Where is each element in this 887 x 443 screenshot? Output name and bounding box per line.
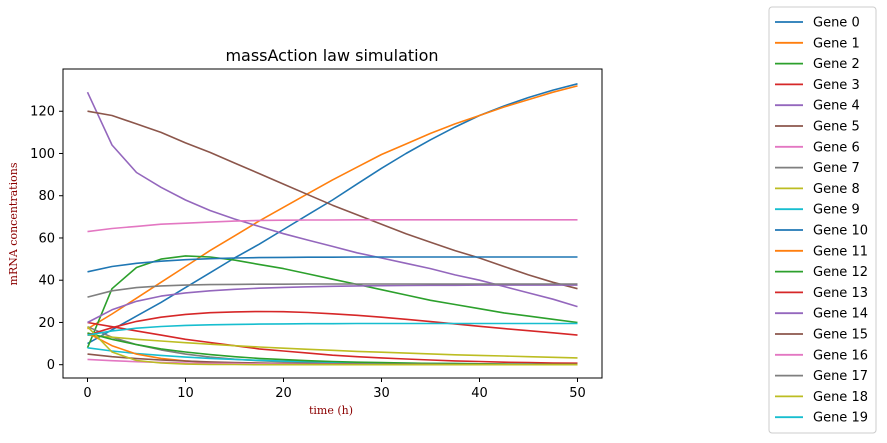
series-line-2: [86, 255, 578, 349]
series-line-1: [87, 85, 578, 330]
x-tick-label: 10: [177, 386, 194, 401]
x-axis: 0 10 20 30 40 50: [83, 378, 586, 401]
legend-label-1: Gene 1: [813, 36, 860, 51]
series-line-8: [87, 334, 578, 359]
series-line-0: [87, 83, 578, 345]
y-axis-label: mRNA concentrations: [7, 162, 20, 285]
legend-label-9: Gene 9: [813, 203, 860, 218]
legend-label-14: Gene 14: [813, 307, 868, 322]
y-tick-label: 60: [38, 231, 55, 246]
x-tick-label: 30: [373, 386, 390, 401]
x-tick-label: 40: [471, 386, 488, 401]
legend-label-15: Gene 15: [813, 328, 868, 343]
series-line-14: [87, 284, 578, 324]
legend-label-8: Gene 8: [813, 182, 860, 197]
legend-label-13: Gene 13: [813, 286, 868, 301]
series-line-17: [87, 283, 578, 298]
legend-label-3: Gene 3: [813, 78, 860, 93]
legend-label-11: Gene 11: [813, 244, 868, 259]
legend-label-16: Gene 16: [813, 348, 868, 363]
legend-label-19: Gene 19: [813, 411, 868, 426]
series-line-6: [87, 219, 578, 233]
legend-label-6: Gene 6: [813, 140, 860, 155]
plot-lines: [86, 83, 578, 366]
y-tick-label: 20: [38, 316, 55, 331]
legend-label-12: Gene 12: [813, 265, 868, 280]
legend-label-10: Gene 10: [813, 224, 868, 239]
x-tick-label: 0: [83, 386, 91, 401]
series-line-10: [87, 256, 578, 273]
series-line-19: [87, 322, 578, 336]
x-tick-label: 20: [275, 386, 292, 401]
y-tick-label: 40: [38, 274, 55, 289]
legend-label-4: Gene 4: [813, 99, 860, 114]
series-line-5: [87, 110, 578, 290]
series-line-13: [87, 310, 578, 336]
legend: Gene 0 Gene 1 Gene 2 Gene 3 Gene 4 Gene 5 Gene…: [768, 6, 877, 434]
legend-label-5: Gene 5: [813, 120, 860, 135]
legend-label-2: Gene 2: [813, 57, 860, 72]
series-line-18: [86, 326, 578, 366]
plot-frame: [62, 68, 603, 379]
chart-title: massAction law simulation: [225, 46, 438, 65]
legend-frame: [768, 6, 877, 434]
y-axis: 0 20 40 60 80 100 120: [30, 105, 63, 373]
y-tick-label: 0: [47, 358, 55, 373]
legend-label-18: Gene 18: [813, 390, 868, 405]
y-tick-label: 120: [30, 105, 55, 120]
x-tick-label: 50: [569, 386, 586, 401]
x-axis-label: time (h): [309, 404, 353, 417]
y-tick-label: 80: [38, 189, 55, 204]
legend-label-7: Gene 7: [813, 161, 860, 176]
y-tick-label: 100: [30, 147, 55, 162]
series-line-3: [87, 321, 578, 364]
legend-label-17: Gene 17: [813, 369, 868, 384]
legend-label-0: Gene 0: [813, 16, 860, 31]
